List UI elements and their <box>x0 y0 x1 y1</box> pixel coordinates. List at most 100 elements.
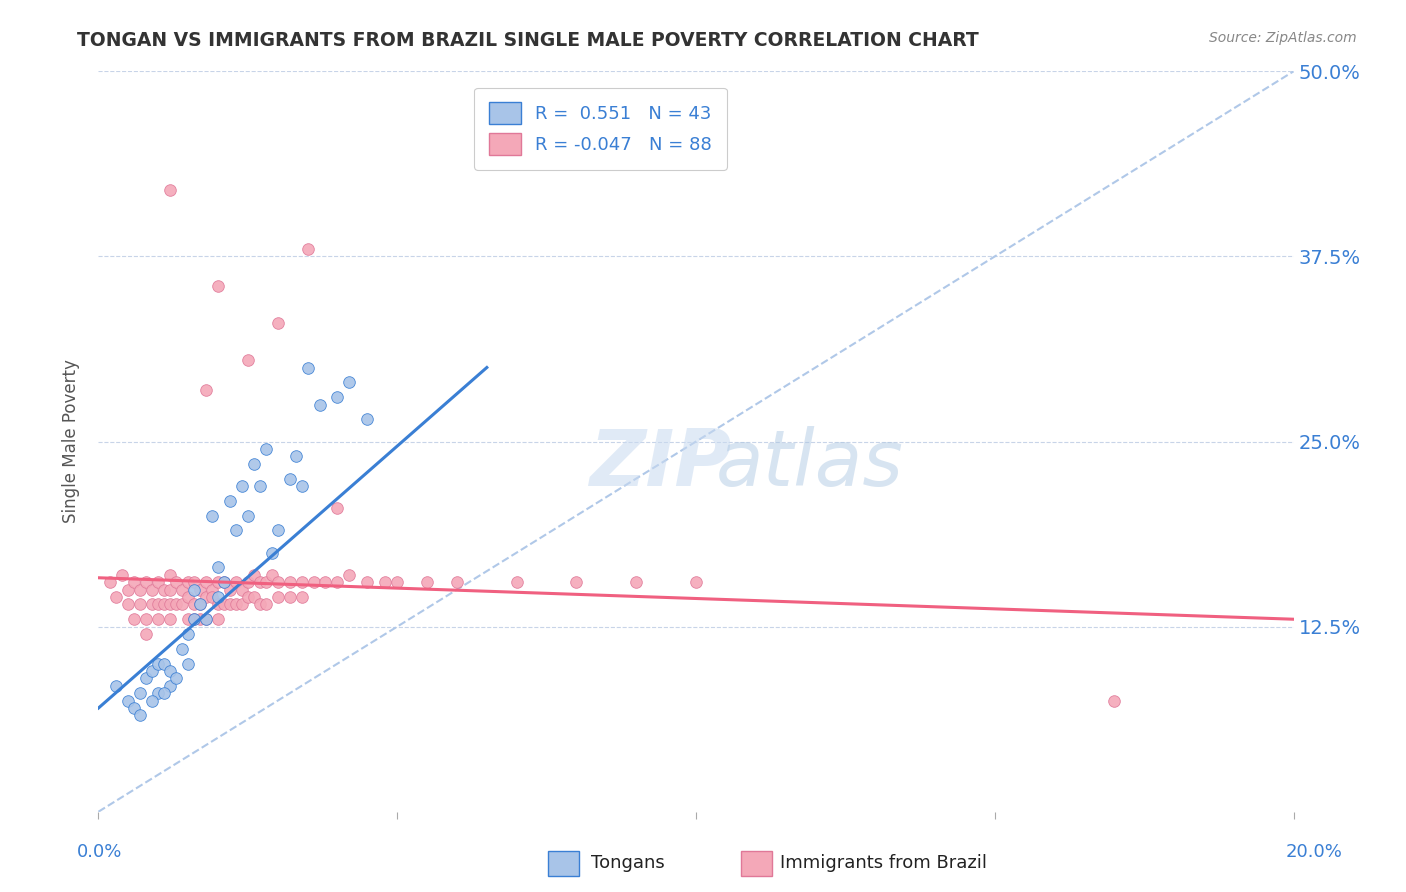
Point <box>267 316 290 330</box>
Point <box>201 590 224 604</box>
Point <box>243 567 266 582</box>
Point <box>207 598 229 612</box>
Point <box>326 501 349 516</box>
Point <box>117 582 139 597</box>
Point <box>308 398 330 412</box>
Point <box>254 442 277 456</box>
Point <box>183 612 205 626</box>
Text: TONGAN VS IMMIGRANTS FROM BRAZIL SINGLE MALE POVERTY CORRELATION CHART: TONGAN VS IMMIGRANTS FROM BRAZIL SINGLE … <box>77 31 979 50</box>
Point <box>135 672 157 686</box>
Point <box>254 575 277 590</box>
Point <box>159 598 181 612</box>
Point <box>195 383 218 397</box>
Point <box>254 598 277 612</box>
Point <box>565 575 588 590</box>
Point <box>188 612 211 626</box>
Point <box>291 575 314 590</box>
Point <box>207 560 229 574</box>
Text: Source: ZipAtlas.com: Source: ZipAtlas.com <box>1209 31 1357 45</box>
Point <box>117 694 139 708</box>
Point <box>141 582 163 597</box>
Point <box>219 493 242 508</box>
Point <box>284 450 307 464</box>
Point <box>183 598 205 612</box>
Point <box>177 575 200 590</box>
Point <box>141 664 163 678</box>
Point <box>219 598 242 612</box>
Point <box>135 627 157 641</box>
Text: Immigrants from Brazil: Immigrants from Brazil <box>780 855 987 872</box>
Point <box>249 598 271 612</box>
Point <box>188 598 211 612</box>
Point <box>225 575 247 590</box>
Point <box>159 612 181 626</box>
Text: Tongans: Tongans <box>591 855 664 872</box>
Point <box>219 582 242 597</box>
Point <box>212 575 235 590</box>
Point <box>326 390 349 404</box>
Point <box>105 590 128 604</box>
Point <box>172 582 194 597</box>
Point <box>212 575 235 590</box>
Text: ZIP: ZIP <box>589 425 731 502</box>
Point <box>188 582 211 597</box>
Point <box>172 641 194 656</box>
Point <box>111 567 134 582</box>
Point <box>201 582 224 597</box>
Point <box>148 686 170 700</box>
Point <box>339 567 361 582</box>
FancyBboxPatch shape <box>548 851 579 876</box>
Point <box>212 598 235 612</box>
Point <box>129 582 152 597</box>
Point <box>177 612 200 626</box>
Point <box>231 479 253 493</box>
Point <box>159 664 181 678</box>
Point <box>195 612 218 626</box>
Point <box>243 457 266 471</box>
Point <box>315 575 337 590</box>
Point <box>124 701 146 715</box>
Point <box>153 598 176 612</box>
Text: atlas: atlas <box>716 425 904 502</box>
Point <box>326 575 349 590</box>
Y-axis label: Single Male Poverty: Single Male Poverty <box>62 359 80 524</box>
Point <box>267 575 290 590</box>
Point <box>129 598 152 612</box>
Point <box>207 279 229 293</box>
Point <box>207 575 229 590</box>
Point <box>177 657 200 671</box>
Point <box>506 575 529 590</box>
Point <box>1104 694 1126 708</box>
Point <box>188 598 211 612</box>
Point <box>416 575 439 590</box>
Point <box>374 575 396 590</box>
Point <box>195 612 218 626</box>
Point <box>278 471 301 485</box>
Point <box>165 672 187 686</box>
Point <box>124 575 146 590</box>
Point <box>129 686 152 700</box>
Point <box>260 567 283 582</box>
Point <box>153 582 176 597</box>
Point <box>626 575 648 590</box>
Point <box>159 567 181 582</box>
Point <box>446 575 468 590</box>
Point <box>148 657 170 671</box>
Point <box>172 598 194 612</box>
Point <box>141 598 163 612</box>
Point <box>183 582 205 597</box>
Point <box>141 694 163 708</box>
Point <box>267 590 290 604</box>
Point <box>153 686 176 700</box>
Point <box>148 612 170 626</box>
Point <box>260 546 283 560</box>
Point <box>135 612 157 626</box>
Point <box>153 657 176 671</box>
Point <box>685 575 707 590</box>
Point <box>165 598 187 612</box>
Point <box>243 590 266 604</box>
Point <box>291 479 314 493</box>
Point <box>129 708 152 723</box>
Text: 0.0%: 0.0% <box>77 843 122 861</box>
Point <box>165 575 187 590</box>
